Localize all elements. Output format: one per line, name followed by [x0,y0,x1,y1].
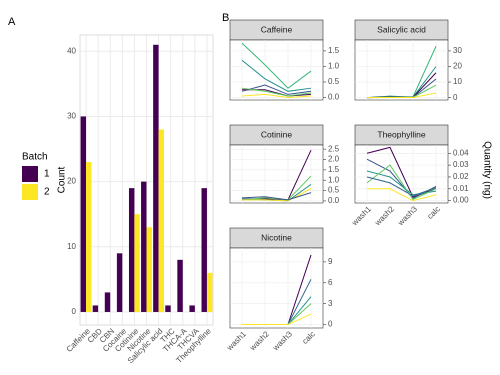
series-line [366,176,437,197]
y-tick-label: 2.5 [328,144,340,153]
facet-panel [354,144,449,204]
series-line [366,164,437,201]
y-tick-label: 0.03 [453,160,469,169]
y-tick-label: 0 [453,93,458,102]
facet-title: Theophylline [377,129,425,139]
x-tick-label: wash3 [395,204,419,228]
y-axis-title: Quantity (ng) [481,141,492,199]
bar [116,253,123,312]
facet-title: Nicotine [261,232,292,242]
x-tick-label: wash1 [224,329,248,353]
bar [201,188,207,312]
y-tick-label: 0.02 [453,172,469,181]
bar [189,305,195,312]
legend-title: Batch [22,152,48,163]
series-line [241,93,312,99]
legend-swatch [22,166,38,182]
series-line [366,92,437,99]
y-tick-label: 30 [453,46,462,55]
legend-swatch [22,184,38,200]
y-tick-label: 3 [328,299,333,308]
series-line [366,158,437,199]
y-tick-label: 1.5 [328,165,340,174]
y-tick-label: 0.5 [328,77,340,86]
y-tick-label: 0.0 [328,93,340,102]
facet-panel [229,247,324,329]
bar [165,305,171,312]
y-tick-label: 30 [67,112,76,121]
bar [80,116,87,312]
x-tick-label: calc [425,205,441,221]
bar [177,259,183,312]
facet-title: Salicylic acid [377,24,426,34]
bar [146,227,152,312]
y-tick-label: 1.5 [328,46,340,55]
series-line [241,84,312,95]
bar [134,214,140,312]
series-line [241,42,312,89]
series-line [241,175,312,201]
series-line [241,87,312,97]
bar [128,188,135,312]
x-tick-label: wash3 [270,329,294,353]
bar [141,181,147,312]
y-tick-label: 0 [328,320,333,329]
y-tick-label: 1.0 [328,62,340,71]
bar [158,129,165,312]
y-axis-title: Count [57,166,68,193]
y-tick-label: 0 [72,307,77,316]
y-tick-label: 10 [453,77,462,86]
facet-title: Caffeine [261,24,293,34]
panel-label: B [222,12,229,24]
y-tick-label: 20 [453,62,462,71]
bar [92,305,99,312]
x-tick-label: wash2 [247,329,271,353]
legend-label: 1 [44,169,50,180]
y-tick-label: 0.0 [328,196,340,205]
bar [153,44,159,312]
legend-label: 2 [44,187,50,198]
y-tick-label: 0.04 [453,148,469,157]
series-line [242,188,312,202]
x-tick-label: calc [300,330,316,346]
series-line [241,59,312,92]
bar [86,162,92,312]
y-tick-label: 10 [67,242,76,251]
facet-panel [354,39,449,101]
series-line [241,192,312,201]
y-tick-label: 2.0 [328,155,340,164]
y-tick-label: 6 [328,278,333,287]
y-tick-label: 0.5 [328,186,340,195]
bar [206,272,213,312]
facet-title: Cotinine [261,129,292,139]
y-tick-label: 1.0 [328,175,340,184]
y-tick-label: 20 [67,177,76,186]
x-tick-label: wash1 [349,204,373,228]
series-line [242,313,312,326]
bar [104,292,111,312]
x-tick-label: wash2 [372,204,396,228]
series-line [367,188,437,202]
y-tick-label: 0.00 [453,196,469,205]
y-tick-label: 9 [328,257,333,266]
y-tick-label: 40 [67,46,76,55]
y-tick-label: 0.01 [453,184,469,193]
panel-label: A [8,16,16,28]
